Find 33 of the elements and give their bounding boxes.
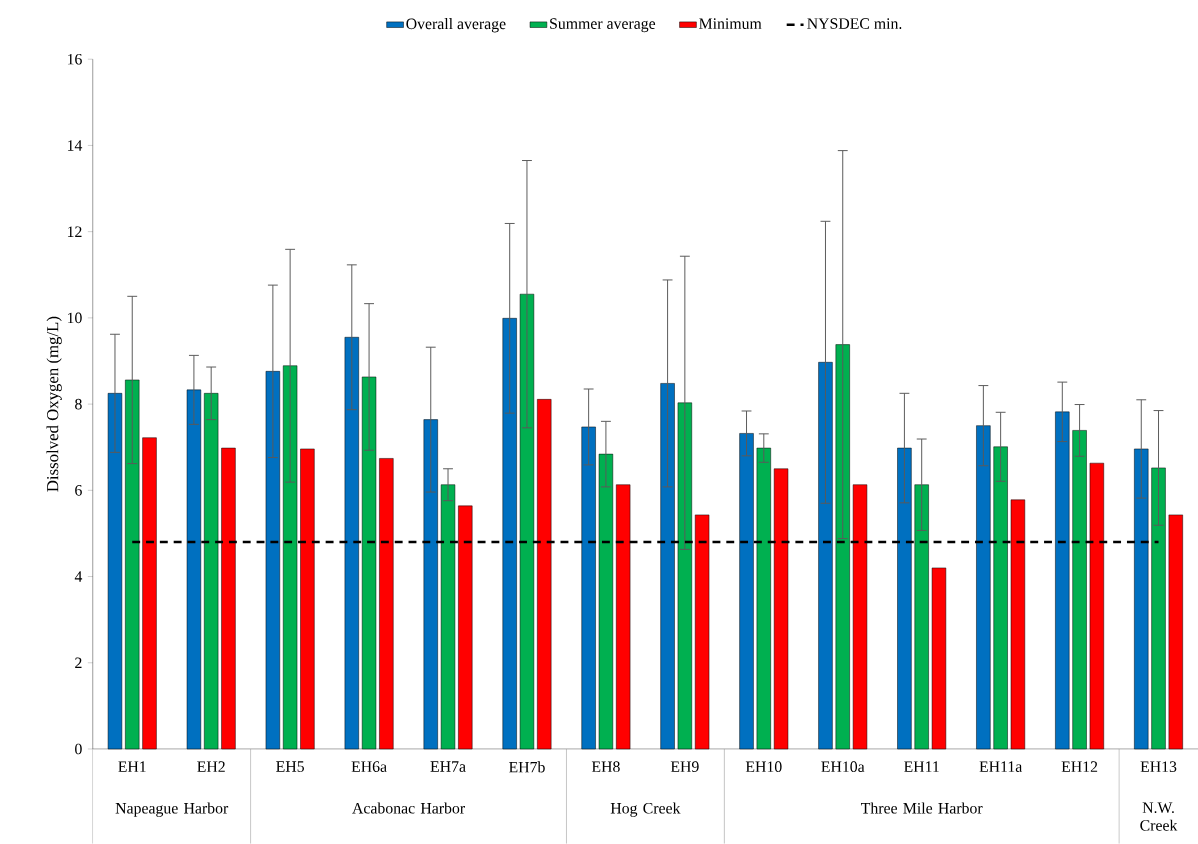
text: Three Mile Harbor [861,802,983,814]
y-tick-label: 16 [67,54,82,65]
x-tick-label: EH8 [591,761,620,773]
y-tick-label: 10 [67,312,82,324]
legend-label: Overall average [406,18,506,33]
x-tick-label: EH11a [979,761,1023,773]
x-tick-label: EH11 [904,761,939,772]
x-tick-label: EH2 [197,761,225,772]
text: Hog Creek [610,802,681,817]
x-tick-label: EH10 [745,761,782,773]
y-tick-label: 4 [74,571,83,582]
y-tick-label: 2 [75,657,82,669]
x-tick-label: EH5 [276,761,304,772]
x-tick-label: EH12 [1061,761,1098,772]
y-tick-label: 8 [75,398,82,410]
legend-label: Summer average [550,18,656,33]
x-tick-label: EH7a [430,761,466,772]
x-tick-label: EH13 [1140,761,1177,773]
text: Napeague Harbor [115,802,229,817]
x-tick-label: EH6a [351,761,387,773]
legend-label: Minimum [699,18,762,30]
legend-label: NYSDEC min. [807,18,902,30]
y-axis-title: Dissolved Oxygen (mg/L) [46,316,62,492]
text: N.W. Creek [1140,802,1178,831]
text: Acabonac Harbor [352,802,465,814]
y-tick-label: 0 [75,743,82,755]
y-tick-label: 6 [75,485,82,496]
y-tick-label: 12 [67,226,82,238]
x-tick-label: EH1 [118,761,146,772]
y-tick-label: 14 [67,140,83,151]
x-tick-label: EH9 [670,761,699,773]
x-tick-label: EH7b [509,761,545,773]
x-tick-label: EH10a [821,761,865,773]
